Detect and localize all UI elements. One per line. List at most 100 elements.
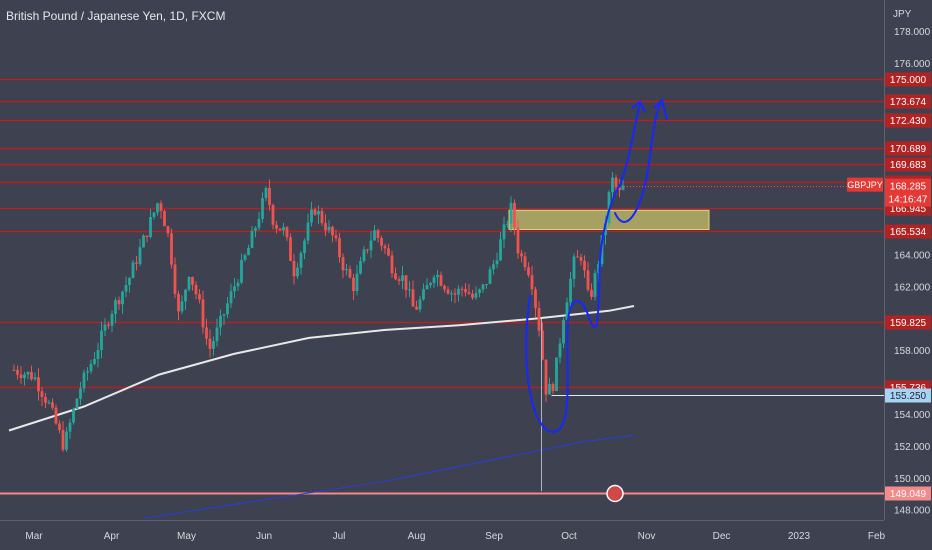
candle-body [495,260,499,265]
candle-body [33,377,37,380]
candle-body [303,240,306,254]
candle-body [548,384,551,395]
level-label-box [885,224,931,239]
x-tick-label: Apr [104,531,120,542]
candle-body [534,289,537,309]
candle-body [184,289,187,302]
level-label-box [885,94,931,109]
level-label-box [885,113,931,128]
candle-body [530,275,534,290]
candle-body [450,293,453,295]
candle-body [173,264,177,294]
ma-long-line [8,305,635,432]
candle-body [523,256,527,268]
candle-body [324,223,327,231]
candle-body [51,402,54,408]
candle-body [100,330,103,350]
candle-body [107,324,110,326]
candle-body [180,301,184,312]
candle-body [131,262,135,279]
candle-body [506,223,509,225]
candle-body [355,273,359,292]
candle-body [579,256,583,261]
candle-body [555,357,558,392]
y-tick-label: 152.000 [894,442,931,453]
candle-body [376,230,380,238]
candle-body [558,343,562,358]
candle-body [544,359,548,395]
x-tick-label: 2023 [788,531,811,542]
candle-body [93,359,96,364]
candle-body [611,177,614,193]
candle-body [583,260,586,271]
candle-body [103,324,107,331]
price-axis [884,0,932,550]
candle-body [446,289,450,294]
level-label: 165.534 [890,227,927,238]
candle-body [394,273,397,280]
candle-body [331,226,334,236]
candle-body [191,276,194,285]
plot-area [0,0,884,520]
y-tick-label: 176.000 [894,59,931,70]
x-tick-label: Feb [868,531,886,542]
level-label: 159.825 [890,318,927,329]
candle-body [471,293,474,298]
candle-body [348,269,352,278]
candle-body [82,372,86,389]
level-label-box [885,157,931,172]
level-label-box [885,315,931,330]
y-tick-label: 154.000 [894,410,931,421]
x-tick-label: Mar [25,531,43,542]
candle-body [341,257,345,271]
candle-body [418,299,422,310]
candle-body [317,211,320,215]
candle-body [247,247,250,256]
candle-body [289,237,292,261]
level-label: 166.945 [890,204,927,215]
candle-body [12,369,16,371]
candle-body [163,210,166,227]
candle-body [481,284,485,290]
candle-body [453,293,457,295]
candle-body [96,349,100,360]
chart-title: British Pound / Japanese Yen, 1D, FXCM [6,9,226,23]
candle-body [551,384,555,392]
candle-body [198,294,201,300]
candle-body [565,302,569,320]
candle-body [166,226,170,234]
candle-body [271,205,275,225]
marked-label-box [885,388,931,403]
candle-body [614,177,618,188]
candle-body [604,223,607,236]
candle-body [23,374,26,379]
candle-body [121,291,124,305]
candle-body [537,308,541,331]
candle-body [16,369,19,375]
candle-body [478,289,481,294]
candle-body [562,319,565,344]
candle-body [268,188,271,206]
candle-body [597,263,600,274]
symbol-label: GBPJPY [847,180,883,190]
candle-body [320,211,324,224]
candle-body [44,396,47,403]
x-tick-label: Aug [408,531,426,542]
candle-body [114,300,117,314]
candle-body [89,363,93,372]
candle-body [415,306,418,310]
candle-body [261,198,264,219]
y-tick-label: 164.000 [894,250,931,261]
candle-body [212,341,215,349]
candle-body [369,240,373,251]
support-label-box [885,486,931,501]
candle-body [299,253,303,268]
candle-body [26,372,30,375]
candle-body [275,224,278,229]
candle-body [345,269,348,271]
candle-body [194,284,198,295]
symbol-tag [847,177,883,192]
candle-body [380,237,383,246]
